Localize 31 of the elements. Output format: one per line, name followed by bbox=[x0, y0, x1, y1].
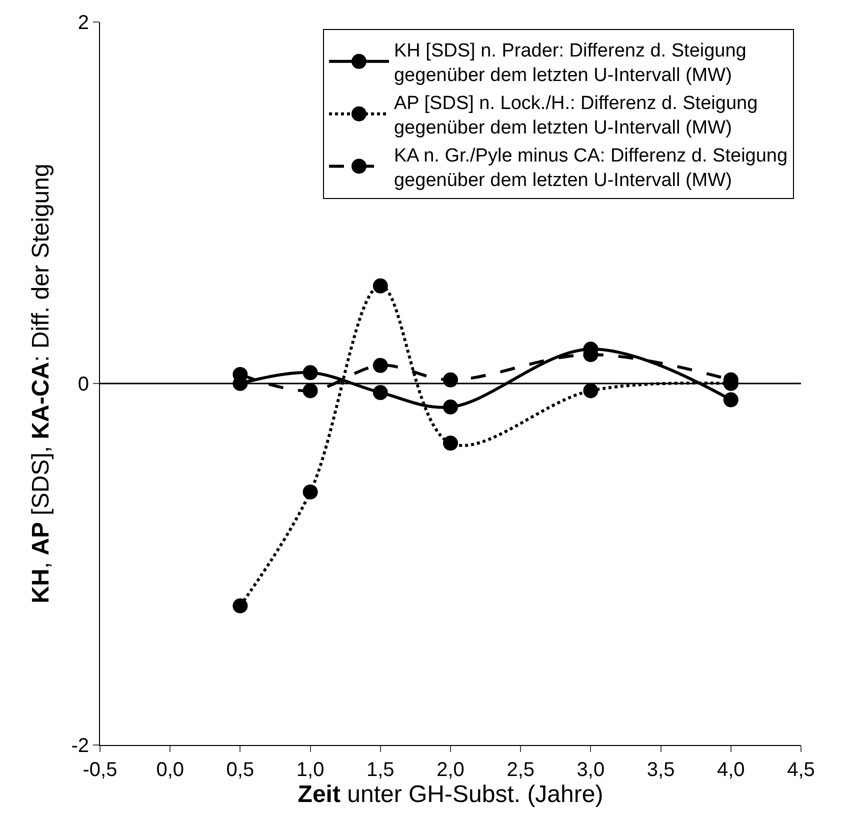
legend-label: AP [SDS] n. Lock./H.: Differenz d. Steigung gegenüber dem letzten U-Intervall (MW) bbox=[394, 92, 758, 139]
point bbox=[302, 365, 318, 380]
x-tick-label: 1,0 bbox=[296, 759, 324, 781]
point bbox=[372, 358, 388, 373]
point bbox=[723, 392, 738, 408]
legend-label: KA n. Gr./Pyle minus CA: Differenz d. Steigung gegenüber dem letzten U-Intervall (MW) bbox=[394, 145, 788, 191]
point bbox=[372, 385, 388, 400]
point bbox=[443, 436, 458, 451]
y-tick-label: 2 bbox=[78, 12, 89, 34]
point bbox=[443, 372, 458, 388]
x-tick-label: 4,0 bbox=[716, 759, 745, 781]
y-tick-label: 0 bbox=[78, 374, 89, 396]
x-axis-title: Zeit unter GH-Subst. (Jahre) bbox=[298, 781, 604, 808]
y-axis-title: KH, AP [SDS], KA-CA: Diff. der Steigung bbox=[27, 164, 54, 604]
point bbox=[302, 383, 318, 398]
x-tick-label: 3,0 bbox=[576, 759, 605, 781]
point bbox=[583, 383, 598, 398]
x-tick-label: 4,5 bbox=[787, 759, 815, 781]
x-tick-label: -0,5 bbox=[82, 759, 118, 781]
point bbox=[302, 484, 318, 500]
x-tick-label: 0,0 bbox=[156, 759, 184, 781]
x-tick-label: 0,5 bbox=[226, 759, 254, 781]
point bbox=[232, 598, 248, 614]
x-tick-label: 3,5 bbox=[646, 759, 675, 781]
legend-label: KH [SDS] n. Prader: Differenz d. Steigung gegenüber dem letzten U-Intervall (MW) bbox=[394, 40, 746, 86]
point bbox=[372, 278, 388, 294]
point bbox=[443, 400, 458, 414]
y-tick-label: -2 bbox=[71, 735, 89, 757]
x-tick-label: 2,0 bbox=[436, 759, 464, 781]
x-tick-label: 2,5 bbox=[506, 759, 535, 781]
x-tick-label: 1,5 bbox=[366, 759, 394, 781]
